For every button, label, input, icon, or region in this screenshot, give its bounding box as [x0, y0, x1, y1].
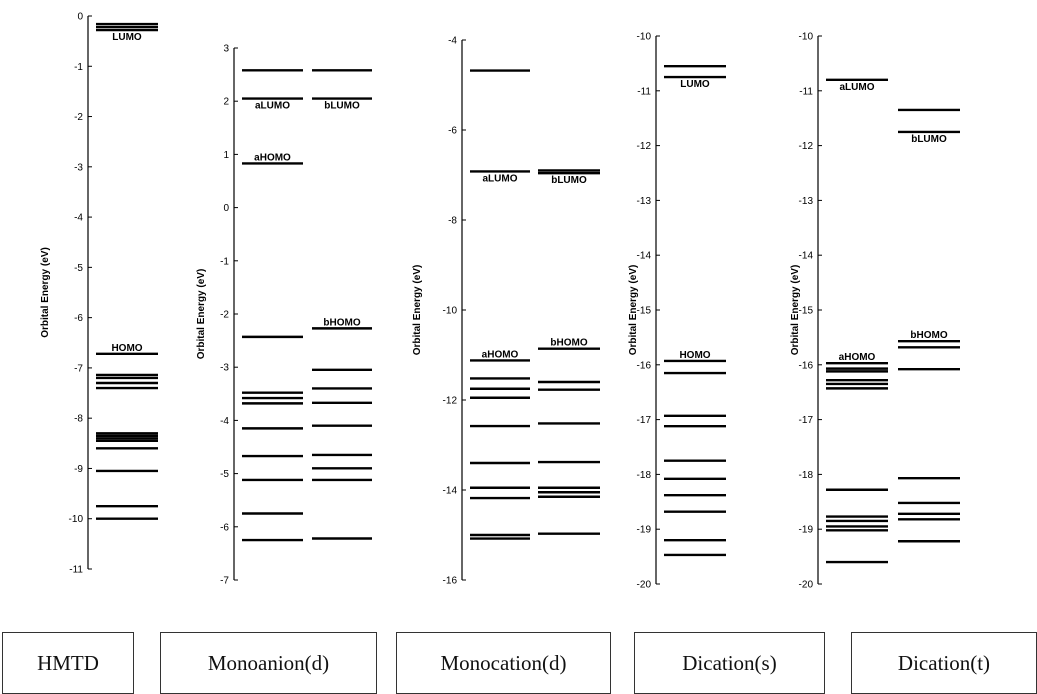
y-tick-label: 1 — [223, 150, 229, 161]
level-label: aHOMO — [839, 352, 876, 363]
y-tick-label: -10 — [69, 514, 84, 525]
y-tick-label: -7 — [220, 576, 229, 587]
y-tick-label: -1 — [74, 62, 83, 73]
y-tick-label: -19 — [637, 525, 652, 536]
y-tick-label: -11 — [69, 565, 83, 576]
y-tick-label: -11 — [637, 86, 651, 97]
panel-caption: HMTD — [2, 632, 134, 694]
y-tick-label: -16 — [443, 576, 458, 587]
y-axis-label: Orbital Energy (eV) — [40, 247, 51, 338]
y-tick-label: -8 — [74, 414, 83, 425]
panel-caption: Dication(s) — [634, 632, 825, 694]
y-tick-label: -8 — [448, 216, 457, 227]
y-tick-label: -10 — [799, 32, 814, 43]
level-label: bLUMO — [551, 175, 587, 186]
y-tick-label: -3 — [220, 363, 229, 374]
y-tick-label: -14 — [637, 251, 652, 262]
y-tick-label: -17 — [799, 415, 814, 426]
y-tick-label: -10 — [443, 306, 458, 317]
y-tick-label: -6 — [74, 313, 83, 324]
level-label: LUMO — [680, 79, 710, 90]
y-tick-label: -3 — [74, 162, 83, 173]
y-tick-label: -11 — [799, 86, 813, 97]
level-label: aHOMO — [482, 349, 519, 360]
y-tick-label: -1 — [220, 256, 229, 267]
y-tick-label: -12 — [443, 396, 458, 407]
y-tick-label: 0 — [77, 12, 83, 23]
level-label: HOMO — [679, 350, 710, 361]
y-tick-label: -9 — [74, 464, 83, 475]
y-tick-label: -15 — [799, 306, 814, 317]
level-label: aLUMO — [255, 101, 290, 112]
y-tick-label: -18 — [799, 470, 814, 481]
y-tick-label: -12 — [637, 141, 652, 152]
y-tick-label: -12 — [799, 141, 814, 152]
y-tick-label: -19 — [799, 525, 814, 536]
level-label: bLUMO — [324, 101, 360, 112]
y-axis-label: Orbital Energy (eV) — [790, 265, 801, 356]
y-tick-label: -7 — [74, 363, 83, 374]
y-axis-label: Orbital Energy (eV) — [412, 265, 423, 356]
y-tick-label: -6 — [448, 126, 457, 137]
y-tick-label: -4 — [74, 213, 83, 224]
y-tick-label: -4 — [448, 36, 457, 47]
panel-caption: Dication(t) — [851, 632, 1037, 694]
level-label: bHOMO — [910, 330, 947, 341]
level-label: HOMO — [111, 343, 142, 354]
y-tick-label: -18 — [637, 470, 652, 481]
y-tick-label: -20 — [799, 580, 814, 591]
y-tick-label: -2 — [220, 310, 229, 321]
level-label: LUMO — [112, 32, 142, 43]
y-tick-label: -10 — [637, 32, 652, 43]
y-tick-label: -4 — [220, 416, 229, 427]
y-tick-label: 0 — [223, 203, 229, 214]
level-label: aLUMO — [840, 82, 875, 93]
y-tick-label: -6 — [220, 522, 229, 533]
y-axis-label: Orbital Energy (eV) — [628, 265, 639, 356]
y-tick-label: -15 — [637, 306, 652, 317]
y-tick-label: -14 — [799, 251, 814, 262]
y-tick-label: -5 — [74, 263, 83, 274]
y-tick-label: -13 — [799, 196, 814, 207]
y-tick-label: -13 — [637, 196, 652, 207]
y-tick-label: 2 — [223, 97, 229, 108]
y-tick-label: -14 — [443, 486, 458, 497]
y-tick-label: -16 — [637, 360, 652, 371]
level-label: aLUMO — [483, 173, 518, 184]
level-label: bLUMO — [911, 134, 947, 145]
y-tick-label: 3 — [223, 44, 229, 55]
y-tick-label: -5 — [220, 469, 229, 480]
level-label: bHOMO — [550, 338, 587, 349]
y-tick-label: -16 — [799, 360, 814, 371]
panel-caption: Monoanion(d) — [160, 632, 377, 694]
level-label: aHOMO — [254, 152, 291, 163]
y-tick-label: -2 — [74, 112, 83, 123]
y-tick-label: -17 — [637, 415, 652, 426]
y-axis-label: Orbital Energy (eV) — [196, 269, 207, 360]
y-tick-label: -20 — [637, 580, 652, 591]
level-label: bHOMO — [323, 317, 360, 328]
panel-caption: Monocation(d) — [396, 632, 611, 694]
